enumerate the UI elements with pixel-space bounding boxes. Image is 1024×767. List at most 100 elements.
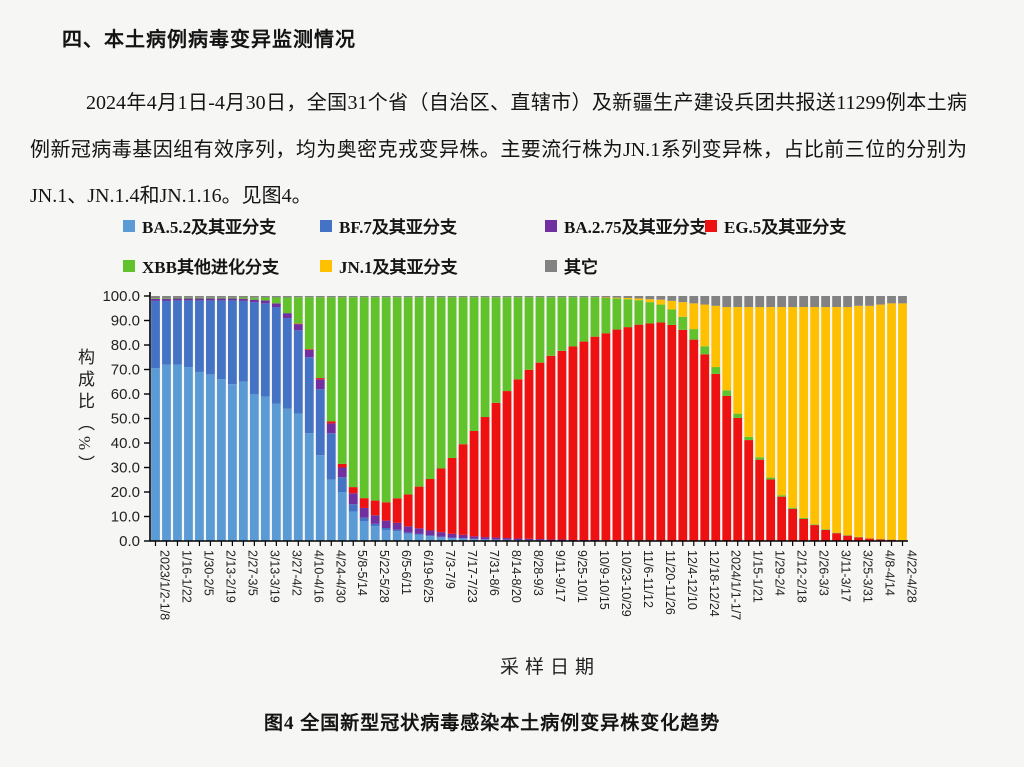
bar	[469, 296, 479, 541]
legend-label: 其它	[564, 258, 598, 277]
legend-swatch-icon	[123, 259, 135, 272]
bar	[887, 296, 896, 542]
legend-item: BA.5.2及其亚分支	[123, 213, 320, 238]
x-tick-label: 7/3-7/9	[443, 550, 457, 589]
x-tick-label: 7/17-7/23	[465, 550, 479, 603]
body-paragraph: 2024年4月1日-4月30日，全国31个省（自治区、直辖市）及新疆生产建设兵团…	[30, 92, 967, 207]
x-tick-label: 11/6-11/12	[641, 550, 655, 608]
legend-item: EG.5及其亚分支	[705, 213, 846, 238]
bar	[228, 296, 237, 541]
legend-swatch-icon	[705, 219, 717, 232]
bar	[524, 296, 534, 541]
bar	[810, 296, 820, 541]
bar	[546, 296, 556, 541]
x-tick-label: 3/27-4/2	[289, 550, 303, 596]
x-tick-label: 4/22-4/28	[905, 550, 919, 603]
x-tick-label: 1/15-1/21	[751, 550, 765, 603]
bars-layer	[151, 296, 907, 542]
bar	[568, 296, 578, 541]
y-axis-ticks: 100.0 90.0 80.0 70.0 60.0 50.0 40.0 30.0 20.0 10.…	[102, 288, 150, 550]
bar	[689, 296, 699, 541]
bar	[700, 296, 710, 541]
x-tick-label: 10/9-10/15	[597, 550, 611, 610]
bar	[513, 296, 523, 541]
bar	[755, 296, 765, 541]
bar	[799, 296, 809, 541]
bar	[249, 296, 259, 541]
x-tick-label: 9/11-9/17	[553, 550, 567, 602]
legend-swatch-icon	[545, 259, 557, 272]
bar	[447, 296, 457, 541]
y-tick-label: 60.0	[111, 386, 140, 403]
legend-label: JN.1及其亚分支	[339, 258, 458, 277]
bar	[733, 296, 743, 541]
bar	[238, 296, 248, 541]
x-tick-label: 2024/1/1-1/7	[729, 550, 743, 620]
y-tick-label: 80.0	[111, 337, 140, 354]
y-tick-label: 0.0	[119, 533, 140, 550]
bar	[623, 296, 633, 541]
legend-label: BA.5.2及其亚分支	[142, 218, 277, 237]
legend-item: JN.1及其亚分支	[320, 253, 545, 278]
bar	[184, 296, 193, 541]
x-tick-label: 2023/1/2-1/8	[157, 550, 171, 620]
chart-legend: BA.5.2及其亚分支 BF.7及其亚分支 BA.2.75及其亚分支 EG.5及其亚分…	[123, 213, 846, 278]
stacked-bar-chart: 100.0 90.0 80.0 70.0 60.0 50.0 40.0 30.0 20.0 10.…	[102, 288, 919, 620]
legend-item: BF.7及其亚分支	[320, 213, 545, 238]
bar	[425, 296, 435, 541]
bar	[502, 296, 512, 541]
bar	[645, 296, 655, 541]
bar	[667, 296, 677, 541]
x-tick-label: 2/26-3/3	[817, 550, 831, 596]
x-tick-label: 4/24-4/30	[333, 550, 347, 603]
bar	[217, 296, 226, 541]
legend-item: BA.2.75及其亚分支	[545, 213, 707, 238]
x-tick-label: 2/12-2/18	[795, 550, 809, 603]
bar	[414, 296, 424, 542]
x-tick-label: 3/13-3/19	[267, 550, 281, 603]
y-tick-label: 20.0	[111, 484, 140, 501]
bar	[326, 296, 336, 541]
bar	[579, 296, 589, 541]
bar	[337, 296, 347, 541]
legend-label: BF.7及其亚分支	[339, 218, 457, 237]
y-tick-label: 90.0	[111, 313, 140, 330]
x-tick-label: 8/28-9/3	[531, 550, 545, 596]
x-tick-label: 12/4-12/10	[685, 550, 699, 610]
bar	[271, 296, 281, 541]
x-tick-label: 2/27-3/5	[245, 550, 259, 596]
x-tick-label: 7/31-8/6	[487, 550, 501, 596]
figure-caption: 图4 全国新型冠状病毒感染本土病例变异株变化趋势	[264, 713, 721, 734]
legend-label: BA.2.75及其亚分支	[564, 218, 707, 237]
bar	[821, 296, 830, 541]
bar	[151, 296, 160, 541]
bar	[590, 296, 600, 541]
y-tick-label: 40.0	[111, 435, 140, 452]
bar	[854, 296, 863, 541]
bar	[195, 296, 204, 541]
x-tick-label: 2/13-2/19	[223, 550, 237, 603]
bar	[304, 296, 314, 541]
legend-swatch-icon	[123, 219, 135, 232]
bar	[634, 296, 644, 541]
bar	[656, 296, 666, 541]
y-tick-label: 50.0	[111, 411, 140, 428]
bar	[359, 296, 369, 541]
bar	[370, 296, 380, 541]
x-axis-title: 采样日期	[499, 657, 600, 678]
bar	[436, 296, 446, 541]
bar	[282, 296, 292, 541]
x-tick-label: 1/29-2/4	[773, 550, 787, 596]
x-tick-label: 12/18-12/24	[707, 550, 721, 617]
bar	[206, 296, 215, 541]
legend-swatch-icon	[545, 219, 557, 232]
bar	[766, 296, 776, 541]
y-tick-label: 30.0	[111, 460, 140, 477]
x-tick-label: 6/5-6/11	[399, 550, 413, 595]
bar	[722, 296, 732, 541]
x-tick-label: 3/11-3/17	[839, 550, 853, 602]
bar	[557, 296, 567, 541]
bar	[843, 296, 852, 541]
y-axis-title: 构成比（%）	[75, 348, 94, 478]
bar	[348, 296, 358, 541]
